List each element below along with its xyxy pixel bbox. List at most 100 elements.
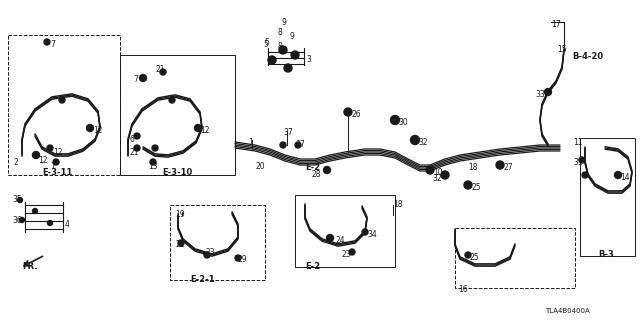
Circle shape xyxy=(280,142,286,148)
Text: 6: 6 xyxy=(130,135,135,144)
Text: 37: 37 xyxy=(283,128,292,137)
Text: 5: 5 xyxy=(263,40,268,49)
Text: B-4-20: B-4-20 xyxy=(572,52,603,61)
Text: 28: 28 xyxy=(312,170,321,179)
Text: 1: 1 xyxy=(248,138,253,147)
Text: 9: 9 xyxy=(282,18,287,27)
Circle shape xyxy=(195,124,202,132)
Text: 20: 20 xyxy=(255,162,264,171)
Text: 33: 33 xyxy=(535,90,545,99)
Circle shape xyxy=(178,240,184,246)
Text: 37: 37 xyxy=(295,140,305,149)
Bar xyxy=(295,195,395,267)
Text: 9: 9 xyxy=(290,32,295,41)
Text: 25: 25 xyxy=(470,253,479,262)
Circle shape xyxy=(545,89,552,95)
Bar xyxy=(580,138,635,256)
Text: 12: 12 xyxy=(93,126,102,135)
Text: 12: 12 xyxy=(38,156,47,165)
Text: E-3-10: E-3-10 xyxy=(162,168,192,177)
Circle shape xyxy=(579,157,585,163)
Text: 12: 12 xyxy=(200,126,209,135)
Text: 27: 27 xyxy=(503,163,513,172)
Text: E-2: E-2 xyxy=(305,262,320,271)
Circle shape xyxy=(169,97,175,103)
Text: 7: 7 xyxy=(50,162,55,171)
Text: 2: 2 xyxy=(14,158,19,167)
Circle shape xyxy=(47,145,53,151)
Circle shape xyxy=(349,249,355,255)
Circle shape xyxy=(295,142,301,148)
Text: 8: 8 xyxy=(277,42,282,51)
Text: 11: 11 xyxy=(573,138,582,147)
Text: 21: 21 xyxy=(155,65,164,74)
Text: 13: 13 xyxy=(148,162,157,171)
Text: 30: 30 xyxy=(398,118,408,127)
Circle shape xyxy=(465,252,471,258)
Text: 15: 15 xyxy=(557,45,566,54)
Circle shape xyxy=(464,181,472,189)
Circle shape xyxy=(582,172,588,178)
Circle shape xyxy=(326,235,333,242)
Text: 5: 5 xyxy=(264,38,269,47)
Circle shape xyxy=(410,135,419,145)
Circle shape xyxy=(426,166,434,174)
Circle shape xyxy=(33,151,40,158)
Circle shape xyxy=(33,209,38,213)
Circle shape xyxy=(279,46,287,54)
Text: 4: 4 xyxy=(65,220,70,229)
Circle shape xyxy=(441,171,449,179)
Text: FR.: FR. xyxy=(22,262,38,271)
Text: 31: 31 xyxy=(573,158,582,167)
Text: 14: 14 xyxy=(620,173,630,182)
Text: 32: 32 xyxy=(418,138,428,147)
Circle shape xyxy=(204,252,210,258)
Text: 24: 24 xyxy=(335,236,344,245)
Text: B-3: B-3 xyxy=(598,250,614,259)
Text: E-2-1: E-2-1 xyxy=(190,275,214,284)
Text: 21: 21 xyxy=(130,148,140,157)
Circle shape xyxy=(47,220,52,226)
Text: 8: 8 xyxy=(277,28,282,37)
Text: 3: 3 xyxy=(306,55,311,65)
Text: 16: 16 xyxy=(458,285,468,294)
Circle shape xyxy=(134,145,140,151)
Text: 23: 23 xyxy=(342,250,351,259)
Text: 10: 10 xyxy=(433,168,443,177)
Circle shape xyxy=(496,161,504,169)
Bar xyxy=(120,55,235,175)
Text: 18: 18 xyxy=(468,163,477,172)
Circle shape xyxy=(362,229,368,235)
Text: 22: 22 xyxy=(175,240,184,249)
Text: 29: 29 xyxy=(238,255,248,264)
Circle shape xyxy=(284,64,292,72)
Circle shape xyxy=(53,159,59,165)
Text: 7: 7 xyxy=(133,75,138,84)
Text: 12: 12 xyxy=(53,148,63,157)
Text: TLA4B0400A: TLA4B0400A xyxy=(545,308,589,314)
Circle shape xyxy=(17,197,22,203)
Text: 23: 23 xyxy=(205,248,214,257)
Circle shape xyxy=(291,51,299,59)
Circle shape xyxy=(152,145,158,151)
Bar xyxy=(455,228,575,288)
Circle shape xyxy=(614,172,621,179)
Circle shape xyxy=(390,116,399,124)
Circle shape xyxy=(59,97,65,103)
Circle shape xyxy=(44,39,50,45)
Text: 34: 34 xyxy=(367,230,377,239)
Text: 18: 18 xyxy=(393,200,403,209)
Text: 35: 35 xyxy=(12,195,22,204)
Text: 36: 36 xyxy=(12,216,22,225)
Bar xyxy=(170,205,265,280)
Circle shape xyxy=(19,218,24,222)
Circle shape xyxy=(134,133,140,139)
Text: 7: 7 xyxy=(50,40,55,49)
Circle shape xyxy=(140,75,147,82)
Circle shape xyxy=(268,56,276,64)
Circle shape xyxy=(235,255,241,261)
Text: 25: 25 xyxy=(471,183,481,192)
Circle shape xyxy=(160,69,166,75)
Circle shape xyxy=(150,159,156,165)
Text: E-3-11: E-3-11 xyxy=(42,168,72,177)
